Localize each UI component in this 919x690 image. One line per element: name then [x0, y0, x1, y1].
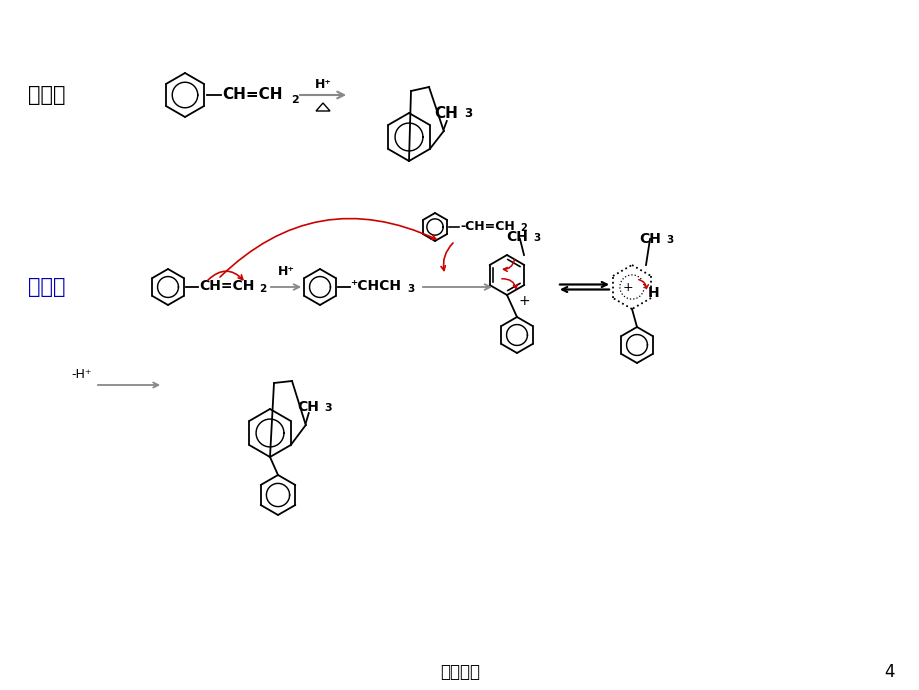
- Text: CH: CH: [434, 106, 458, 121]
- Text: 3: 3: [406, 284, 414, 293]
- Text: +: +: [517, 294, 529, 308]
- Text: H⁺: H⁺: [278, 265, 294, 278]
- Text: +: +: [622, 281, 632, 293]
- Text: -H⁺: -H⁺: [72, 368, 92, 380]
- Text: ⁺CHCH: ⁺CHCH: [349, 279, 401, 293]
- Text: 例如：: 例如：: [28, 85, 65, 105]
- Text: CH=CH: CH=CH: [221, 86, 282, 101]
- Text: 4: 4: [884, 663, 894, 681]
- Text: CH: CH: [639, 232, 660, 246]
- Text: 3: 3: [463, 107, 471, 120]
- Text: 3: 3: [532, 233, 539, 243]
- Text: 3: 3: [665, 235, 673, 245]
- Text: 3: 3: [324, 403, 332, 413]
- Text: CH: CH: [505, 230, 528, 244]
- Text: CH=CH: CH=CH: [199, 279, 254, 293]
- Text: -CH=CH: -CH=CH: [460, 219, 515, 233]
- Text: 2: 2: [259, 284, 266, 293]
- Text: CH: CH: [297, 400, 318, 414]
- Text: H⁺: H⁺: [314, 77, 331, 90]
- Text: 解答：: 解答：: [28, 277, 65, 297]
- Text: H: H: [647, 286, 659, 300]
- Text: 2: 2: [290, 95, 299, 105]
- Text: 向上教学: 向上教学: [439, 663, 480, 681]
- Text: 2: 2: [519, 223, 527, 233]
